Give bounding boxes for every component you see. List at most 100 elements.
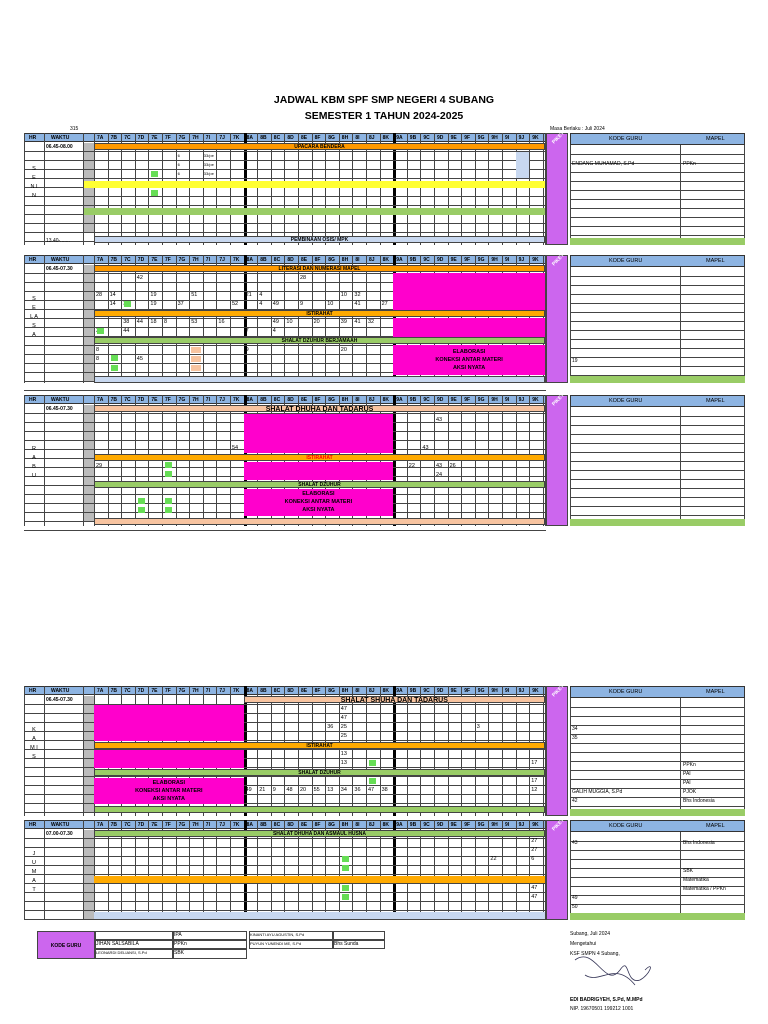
- class-col-8k: 8K: [382, 822, 389, 828]
- grid-line: [134, 133, 136, 245]
- table-row: [24, 223, 546, 224]
- grey-cell: [84, 893, 94, 901]
- cell-number: 26: [449, 463, 456, 469]
- class-col-7g: 7G: [178, 135, 186, 141]
- grey-cell: [84, 292, 94, 300]
- grid-line: [311, 686, 313, 816]
- class-col-7e: 7E: [151, 135, 158, 141]
- grid-line: [257, 686, 259, 816]
- side-row: [570, 761, 745, 762]
- class-col-7g: 7G: [178, 688, 186, 694]
- grey-cell: [84, 839, 94, 847]
- cell-number: 47: [340, 715, 347, 721]
- cell-number: 22: [490, 856, 497, 862]
- grid-line: [680, 698, 681, 816]
- grid-line: [502, 133, 503, 245]
- class-col-7h: 7H: [192, 257, 199, 263]
- time-start: 06.45-07.30: [46, 697, 73, 703]
- class-col-9b: 9B: [409, 135, 417, 141]
- class-col-7e: 7E: [151, 822, 158, 828]
- grid-line: [107, 133, 109, 245]
- cell-number: 43: [436, 417, 443, 423]
- class-col-7g: 7G: [178, 257, 186, 263]
- cell-number: 9: [245, 347, 249, 353]
- class-col-7a: 7A: [97, 397, 104, 403]
- class-col-7c: 7C: [124, 135, 131, 141]
- grid-line: [744, 698, 745, 816]
- mapel-label: MAPEL: [706, 258, 725, 264]
- grid-line: [284, 820, 286, 920]
- pink-block: [243, 462, 394, 480]
- side-row: [570, 488, 745, 489]
- grey-cell: [84, 301, 94, 309]
- grid-line: [257, 133, 259, 245]
- table-row: [24, 372, 546, 373]
- class-col-9e: 9E: [450, 135, 457, 141]
- class-col-9b: 9B: [409, 257, 417, 263]
- elaborasi-block: ELABORASI KONEKSI ANTAR MATERI AKSI NYATA: [243, 489, 394, 516]
- class-col-9i: 9I: [505, 135, 510, 141]
- side-row: [570, 497, 745, 498]
- class-col-7k: 7K: [233, 822, 240, 828]
- green-marker: [341, 894, 349, 900]
- table-row: [24, 530, 546, 531]
- table-row: [24, 345, 546, 346]
- grid-line: [83, 395, 84, 526]
- table-row: [24, 151, 546, 152]
- grid-line: [189, 820, 191, 920]
- grid-line: [545, 255, 546, 383]
- green-marker: [369, 760, 376, 766]
- side-row: [570, 154, 745, 155]
- cell-number: 10: [286, 319, 293, 325]
- grid-line: [366, 133, 367, 245]
- grey-cell: [84, 459, 94, 467]
- class-col-9j: 9J: [518, 688, 525, 694]
- mapel-label: MAPEL: [706, 136, 725, 142]
- legend-c2r1b: [333, 931, 385, 940]
- class-col-7i: 7I: [205, 822, 210, 828]
- grid-line: [134, 255, 136, 383]
- class-col-9h: 9H: [491, 822, 498, 828]
- side-bottom-bar: [570, 519, 745, 526]
- class-col-8i: 8I: [355, 135, 360, 141]
- cell-number: 17: [531, 778, 538, 784]
- class-col-8j: 8J: [369, 135, 375, 141]
- piket-column: [546, 395, 568, 526]
- class-col-7k: 7K: [233, 688, 240, 694]
- class-col-9a: 9A: [396, 822, 403, 828]
- time-end: 13.40-.......: [46, 238, 70, 244]
- legend-c2r2b: Bhs Sunda: [333, 940, 385, 949]
- senin-schedule: HR WAKTU 7A 7B 7C 7D 7E 7F 7G 7H 7I 7J 7K 8A 8B 8C 8D 8E 8…: [24, 131, 568, 245]
- cell-number: 3: [476, 724, 480, 730]
- class-col-7j: 7J: [219, 822, 225, 828]
- grey-cell: [84, 723, 94, 731]
- grid-line: [257, 820, 259, 920]
- side-row: [570, 366, 745, 367]
- class-col-7i: 7I: [205, 135, 210, 141]
- grid-line: [474, 820, 476, 920]
- class-col-8c: 8C: [273, 135, 281, 141]
- cell-number: 7: [245, 328, 249, 334]
- class-col-9k: 9K: [532, 257, 539, 263]
- side-kode: 19: [572, 358, 578, 364]
- cell-number: 32: [354, 292, 361, 298]
- class-col-7b: 7B: [110, 135, 117, 141]
- class-col-7i: 7I: [205, 257, 210, 263]
- green-marker: [124, 301, 132, 307]
- side-row: [570, 452, 745, 453]
- grid-line: [44, 133, 45, 245]
- cell-number: 16: [218, 319, 225, 325]
- class-col-9g: 9G: [477, 822, 485, 828]
- day-label-kamis: K A M I S: [30, 727, 38, 760]
- waktu-label: WAKTU: [51, 688, 70, 694]
- cell-number: 47: [531, 885, 538, 891]
- hr-label: HR: [29, 135, 37, 141]
- class-col-8h: 8H: [341, 688, 349, 694]
- elaborasi-block: ELABORASI KONEKSI ANTAR MATERI AKSI NYATA: [94, 778, 244, 804]
- cell-number: 12: [531, 787, 538, 793]
- dzuhur-band: SHALAT DZUHUR: [94, 481, 545, 488]
- time-start: 06.45-08.00: [46, 144, 73, 150]
- class-col-9j: 9J: [518, 397, 525, 403]
- grid-line: [162, 255, 163, 383]
- cell-number: 20: [340, 347, 347, 353]
